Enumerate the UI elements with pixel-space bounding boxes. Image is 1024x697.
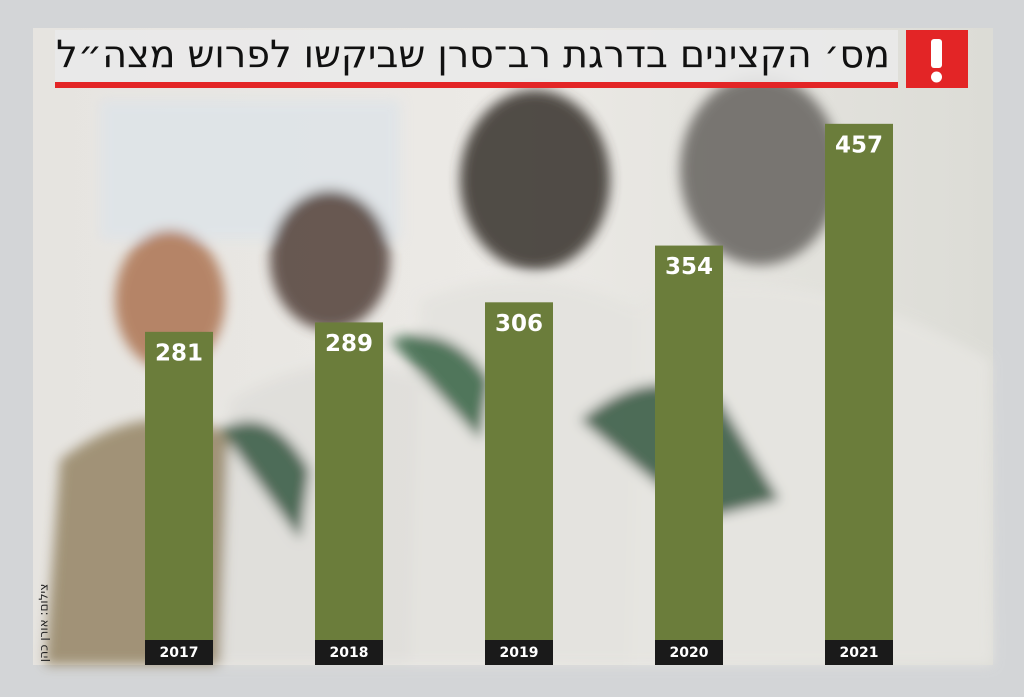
x-tick-label: 2020 — [670, 645, 709, 661]
value-label: 457 — [835, 132, 883, 158]
value-label: 354 — [665, 254, 713, 280]
value-label: 306 — [495, 311, 543, 337]
year-band — [145, 640, 213, 665]
value-label: 289 — [325, 331, 373, 357]
title-band — [55, 30, 898, 82]
bar — [655, 245, 723, 664]
x-tick-label: 2021 — [840, 645, 879, 661]
x-tick-label: 2019 — [500, 645, 539, 661]
value-label: 281 — [155, 340, 203, 366]
bar — [825, 123, 893, 665]
year-band — [315, 640, 383, 665]
year-band — [655, 640, 723, 665]
year-band — [485, 640, 553, 665]
x-tick-label: 2017 — [160, 645, 199, 661]
photo-credit: צילום: אורן כהן — [37, 584, 51, 662]
year-band — [825, 640, 893, 665]
bar — [485, 302, 553, 664]
title-underline — [55, 82, 898, 88]
x-tick-label: 2018 — [330, 645, 369, 661]
bar — [145, 331, 213, 664]
bar — [315, 322, 383, 664]
alert-icon — [906, 30, 968, 88]
chart-title: מס׳ הקצינים בדרגת רב־סרן שביקשו לפרוש מצ… — [56, 33, 890, 77]
